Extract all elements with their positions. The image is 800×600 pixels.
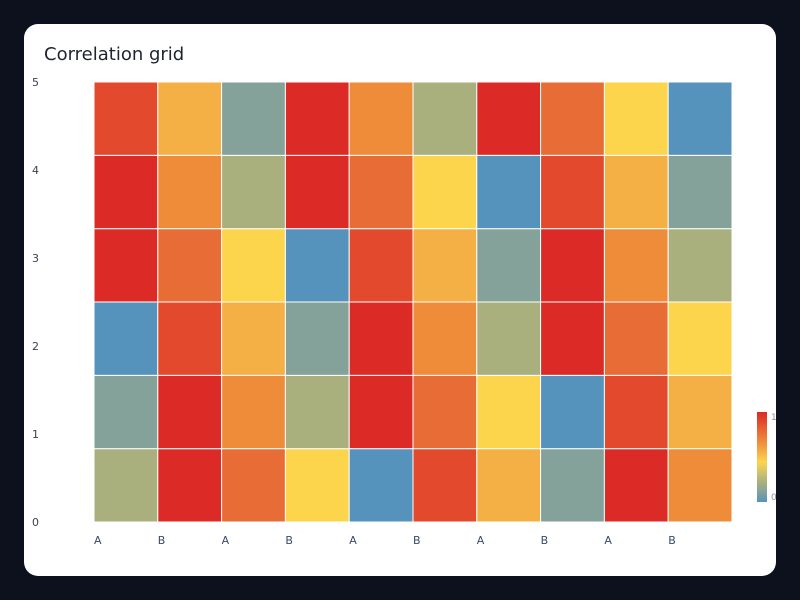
heatmap-cell (476, 301, 542, 376)
x-tick-label: A (94, 534, 102, 547)
heatmap-cell (157, 448, 223, 523)
x-tick-label: B (413, 534, 421, 547)
heatmap-cell (540, 81, 605, 156)
heatmap-cell (476, 154, 542, 230)
y-axis-ticks: 0 1 2 3 4 5 (32, 76, 39, 529)
heatmap-cell (667, 154, 733, 230)
x-tick-label: A (604, 534, 612, 547)
x-tick-label: B (285, 534, 293, 547)
heatmap-cell (476, 374, 542, 450)
y-tick-label: 5 (32, 76, 39, 89)
heatmap-cell (284, 81, 350, 156)
heatmap-cell (348, 301, 414, 376)
heatmap-cell (93, 81, 159, 156)
chart-title: Correlation grid (44, 44, 185, 65)
heatmap-cell (348, 154, 414, 230)
heatmap-cell (221, 154, 286, 230)
y-tick-label: 2 (32, 340, 39, 353)
heatmap-cell (667, 448, 733, 523)
heatmap-cell (221, 228, 286, 303)
heatmap-cell (221, 448, 286, 523)
heatmap-cell (284, 448, 350, 523)
x-tick-label: B (668, 534, 676, 547)
heatmap-cell (221, 81, 286, 156)
heatmap-cell (540, 301, 605, 376)
heatmap-cells (93, 81, 733, 523)
colorbar-min-label: 0 (771, 493, 776, 503)
x-tick-label: A (477, 534, 485, 547)
heatmap-cell (667, 228, 733, 303)
heatmap-cell (540, 448, 605, 523)
heatmap-cell (284, 301, 350, 376)
heatmap-cell (476, 228, 542, 303)
heatmap-cell (667, 81, 733, 156)
y-tick-label: 0 (32, 516, 39, 529)
y-tick-label: 3 (32, 252, 39, 265)
heatmap-cell (157, 81, 223, 156)
heatmap-cell (476, 448, 542, 523)
heatmap-cell (348, 81, 414, 156)
y-tick-label: 4 (32, 164, 39, 177)
heatmap-cell (603, 448, 669, 523)
heatmap-cell (476, 81, 542, 156)
y-tick-label: 1 (32, 428, 39, 441)
heatmap-cell (284, 154, 350, 230)
heatmap-cell (540, 228, 605, 303)
heatmap-cell (93, 374, 159, 450)
heatmap-cell (603, 374, 669, 450)
colorbar-gradient (757, 412, 767, 502)
heatmap-cell (284, 228, 350, 303)
heatmap-cell (603, 81, 669, 156)
heatmap-cell (603, 154, 669, 230)
heatmap-cell (221, 301, 286, 376)
x-tick-label: B (541, 534, 549, 547)
heatmap-cell (667, 374, 733, 450)
heatmap-cell (157, 301, 223, 376)
x-tick-label: B (158, 534, 166, 547)
heatmap-cell (667, 301, 733, 376)
heatmap-cell (348, 228, 414, 303)
heatmap-cell (412, 374, 478, 450)
colorbar: 10 (757, 412, 776, 503)
heatmap-cell (93, 448, 159, 523)
heatmap-cell (540, 154, 605, 230)
heatmap-cell (603, 301, 669, 376)
x-tick-label: A (349, 534, 357, 547)
heatmap-cell (412, 448, 478, 523)
heatmap-cell (603, 228, 669, 303)
heatmap-cell (412, 81, 478, 156)
x-tick-label: A (222, 534, 230, 547)
heatmap-cell (284, 374, 350, 450)
heatmap-cell (93, 301, 159, 376)
heatmap-cell (412, 154, 478, 230)
heatmap-cell (412, 301, 478, 376)
heatmap-cell (157, 374, 223, 450)
heatmap-cell (412, 228, 478, 303)
heatmap-cell (157, 154, 223, 230)
heatmap-cell (93, 228, 159, 303)
colorbar-max-label: 1 (771, 413, 776, 423)
heatmap-cell (157, 228, 223, 303)
heatmap-cell (93, 154, 159, 230)
heatmap-cell (221, 374, 286, 450)
heatmap-cell (540, 374, 605, 450)
heatmap-cell (348, 448, 414, 523)
heatmap-cell (348, 374, 414, 450)
